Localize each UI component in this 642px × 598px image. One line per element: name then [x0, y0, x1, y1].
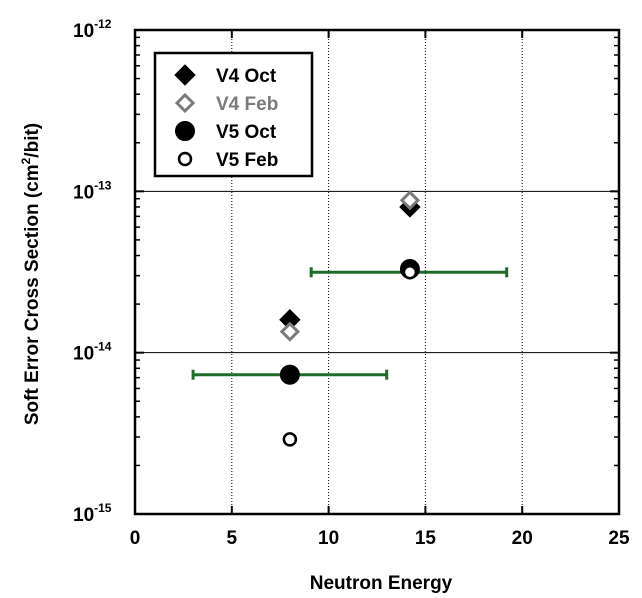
y-tick-label: 10-14 [73, 340, 112, 365]
gridlines [135, 30, 619, 514]
legend-marker [174, 92, 196, 114]
x-tick-label: 10 [318, 528, 339, 549]
legend-label: V5 Oct [216, 122, 277, 143]
y-axis-label: Soft Error Cross Section (cm2/bit) [19, 123, 43, 425]
x-axis-label: Neutron Energy [310, 573, 453, 594]
error-bars [191, 267, 509, 380]
y-tick-base: 10 [73, 182, 94, 203]
y-axis-label-prefix: Soft Error Cross Section (cm [22, 164, 43, 425]
y-tick-exponent: -13 [94, 178, 112, 192]
data-point [279, 364, 300, 385]
legend: V4 Oct V4 Feb V5 Oct V5 Feb [153, 51, 314, 178]
y-tick-base: 10 [73, 505, 94, 526]
x-tick-label: 25 [608, 528, 630, 549]
data-point [282, 432, 298, 447]
data-points [279, 190, 421, 447]
legend-label: V5 Feb [216, 150, 278, 171]
y-tick-label: 10-15 [73, 501, 112, 526]
legend-label: V4 Feb [216, 94, 278, 115]
y-axis-label-suffix: /bit) [22, 123, 43, 158]
x-tick-label: 15 [415, 528, 437, 549]
y-tick-label: 10-13 [73, 178, 112, 203]
plot-frame [133, 28, 621, 516]
legend-marker [175, 121, 195, 141]
legend-label: V4 Oct [216, 66, 277, 87]
x-tick-label: 20 [512, 528, 533, 549]
legend-marker [174, 64, 196, 86]
y-tick-exponent: -15 [94, 501, 112, 515]
x-tick-label: 0 [130, 528, 141, 549]
y-axis-label-sup: 2 [19, 157, 33, 164]
y-tick-label: 10-12 [73, 17, 112, 42]
y-tick-exponent: -14 [94, 340, 112, 354]
data-point [279, 321, 301, 342]
y-tick-exponent: -12 [94, 17, 112, 31]
data-point [402, 265, 418, 280]
plot-border [133, 28, 621, 516]
data-point [399, 190, 421, 211]
y-tick-base: 10 [73, 21, 94, 42]
x-tick-label: 5 [227, 528, 238, 549]
y-tick-base: 10 [73, 344, 94, 365]
legend-marker [177, 151, 193, 167]
